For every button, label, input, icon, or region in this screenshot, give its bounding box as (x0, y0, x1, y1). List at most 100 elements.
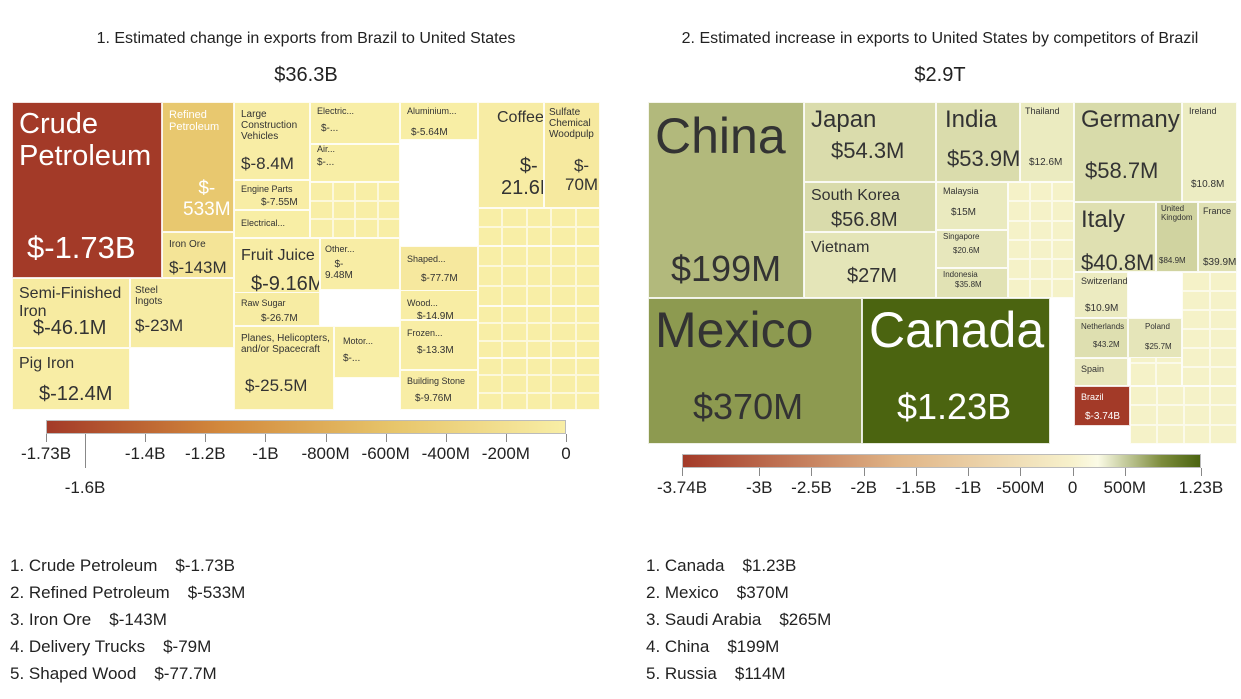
legend-tick (325, 434, 327, 442)
panel2-total: $2.9T (914, 64, 966, 86)
treemap-cell-japan[interactable]: Japan $54.3M (804, 102, 936, 182)
treemap-cell-value: $-1.73B (27, 230, 136, 265)
treemap-cell-name: Raw Sugar (241, 298, 286, 308)
treemap-cell-united-kingdom[interactable]: United Kingdom $84.9M (1156, 202, 1198, 272)
treemap-cell-large-construction-vehicles[interactable]: Large Construction Vehicles $-8.4M (234, 102, 310, 180)
treemap-cell-value: $199M (671, 248, 782, 289)
treemap-cell-germany[interactable]: Germany $58.7M (1074, 102, 1182, 202)
treemap-cell-refined-petroleum[interactable]: Refined Petroleum $- 533M (162, 102, 234, 232)
treemap-cell-vietnam[interactable]: Vietnam $27M (804, 232, 936, 298)
top5-item-name: 4. China (646, 637, 710, 656)
treemap-cell-brazil[interactable]: Brazil $-3.74B (1074, 386, 1130, 426)
legend-tick-label: -500M (996, 478, 1045, 497)
treemap-cell-italy[interactable]: Italy $40.8M (1074, 202, 1156, 272)
treemap-cell-malaysia[interactable]: Malaysia $15M (936, 182, 1008, 230)
treemap-cell-pig-iron[interactable]: Pig Iron $-12.4M (12, 348, 130, 410)
treemap-cell-name: Planes, Helicopters, and/or Spacecraft (241, 333, 330, 355)
treemap-filler-subcell (478, 375, 503, 393)
treemap-cell-name: Indonesia (943, 270, 978, 279)
treemap-filler-subcell (1030, 278, 1052, 298)
treemap-cell-name: Switzerland (1081, 276, 1128, 286)
treemap-filler-subcell (1130, 405, 1157, 425)
treemap-cell-mexico[interactable]: Mexico $370M (648, 298, 862, 444)
legend-tick (1201, 468, 1202, 476)
treemap-cell-raw-sugar[interactable]: Raw Sugar $-26.7M (234, 292, 320, 326)
legend-tick-label: -1B (252, 444, 279, 463)
treemap-cell-other[interactable]: Other... $- 9.48M (320, 238, 400, 290)
treemap-cell-value: $-12.4M (39, 383, 113, 405)
treemap-filler-subcell (478, 392, 503, 410)
treemap-cell-switzerland[interactable]: Switzerland $10.9M (1074, 272, 1128, 318)
treemap-filler-subcell (575, 323, 600, 341)
treemap-cell-name: Refined Petroleum (169, 109, 220, 134)
top5-item-name: 5. Shaped Wood (10, 664, 137, 683)
treemap-cell-engine-parts[interactable]: Engine Parts $-7.55M (234, 180, 310, 210)
treemap-filler-subcell (478, 358, 503, 376)
treemap-cell-name: Crude Petroleum (19, 108, 152, 172)
treemap-filler-subcell (1052, 278, 1074, 298)
treemap-cell-poland[interactable]: Poland $25.7M (1128, 318, 1182, 358)
treemap-filler-subcell (551, 375, 576, 393)
treemap-cell-value: $-77.7M (421, 273, 458, 284)
treemap-cell-air[interactable]: Air... $-... (310, 144, 400, 182)
legend-gradient-bar (46, 420, 566, 434)
legend-tick (811, 468, 813, 476)
treemap-filler-subcell (1130, 386, 1157, 406)
panel1-total: $36.3B (274, 64, 338, 86)
panel1-treemap: Crude Petroleum $-1.73B Refined Petroleum $… (12, 102, 602, 410)
treemap-filler-subcell (1210, 405, 1237, 425)
treemap-cell-coffee[interactable]: Coffee $- 21.6M (478, 102, 544, 208)
treemap-cell-aluminium[interactable]: Aluminium... $-5.64M (400, 102, 478, 140)
legend-tick (863, 468, 865, 476)
treemap-cell-indonesia[interactable]: Indonesia $35.8M (936, 268, 1008, 298)
treemap-cell-building-stone[interactable]: Building Stone $-9.76M (400, 370, 478, 410)
treemap-cell-value: $53.9M (947, 146, 1020, 171)
treemap-filler-subcell (1052, 240, 1074, 260)
treemap-cell-frozen[interactable]: Frozen... $-13.3M (400, 320, 478, 370)
top5-item-value: $-77.7M (154, 664, 217, 683)
treemap-cell-china[interactable]: China $199M (648, 102, 804, 298)
treemap-cell-spain[interactable]: Spain (1074, 358, 1128, 386)
top5-list-item: 5. Shaped Wood $-77.7M (10, 660, 245, 687)
treemap-filler-subcell (1008, 201, 1030, 221)
treemap-cell-electrical[interactable]: Electrical... (234, 210, 310, 238)
treemap-filler-subcell (310, 219, 333, 238)
treemap-cell-steel-ingots[interactable]: Steel Ingots $-23M (130, 278, 234, 348)
treemap-cell-name: Other... (325, 244, 355, 254)
treemap-filler-subcell (478, 208, 503, 227)
treemap-cell-netherlands[interactable]: Netherlands $43.2M (1074, 318, 1128, 358)
treemap-filler-subcell (526, 227, 552, 246)
treemap-cell-ireland[interactable]: Ireland $10.8M (1182, 102, 1237, 202)
treemap-filler-subcell (551, 323, 576, 341)
treemap-cell-france[interactable]: France $39.9M (1198, 202, 1237, 272)
treemap-cell-semi-finished-iron[interactable]: Semi-Finished Iron $-46.1M (12, 278, 130, 348)
legend-tick (682, 468, 683, 476)
treemap-filler-subcell (502, 340, 527, 358)
treemap-cell-wood[interactable]: Wood... $-14.9M (400, 290, 478, 320)
treemap-cell-planes-helicopters-and-or-spacecraft[interactable]: Planes, Helicopters, and/or Spacecraft $-… (234, 326, 334, 410)
treemap-cell-motor[interactable]: Motor... $-... (334, 326, 400, 378)
treemap-cell-canada[interactable]: Canada $1.23B (862, 298, 1050, 444)
treemap-cell-south-korea[interactable]: South Korea $56.8M (804, 182, 936, 232)
treemap-cell-value: $-... (321, 123, 339, 134)
legend-tick (205, 434, 207, 442)
treemap-filler-subcell (1182, 310, 1210, 329)
treemap-cell-crude-petroleum[interactable]: Crude Petroleum $-1.73B (12, 102, 162, 278)
treemap-filler-subcell (551, 266, 576, 286)
legend-tick (1072, 468, 1074, 476)
treemap-cell-iron-ore[interactable]: Iron Ore $-143M (162, 232, 234, 278)
treemap-cell-singapore[interactable]: Singapore $20.6M (936, 230, 1008, 268)
treemap-cell-shaped[interactable]: Shaped... $-77.7M (400, 246, 478, 298)
top5-list-item: 2. Refined Petroleum $-533M (10, 579, 245, 606)
treemap-cell-india[interactable]: India $53.9M (936, 102, 1020, 182)
treemap-cell-electric[interactable]: Electric... $-... (310, 102, 400, 144)
treemap-cell-name: South Korea (811, 187, 900, 204)
treemap-filler-subcell (1183, 424, 1211, 444)
treemap-cell-value: $58.7M (1085, 158, 1159, 183)
top5-list-item: 3. Saudi Arabia $265M (646, 606, 831, 633)
treemap-cell-thailand[interactable]: Thailand $12.6M (1020, 102, 1074, 182)
top5-item-value: $114M (734, 664, 786, 683)
treemap-filler-subcell (575, 358, 600, 376)
legend-tick (915, 468, 917, 476)
treemap-cell-sulfate-chemical-woodpulp[interactable]: Sulfate Chemical Woodpulp $- 70M (544, 102, 600, 208)
